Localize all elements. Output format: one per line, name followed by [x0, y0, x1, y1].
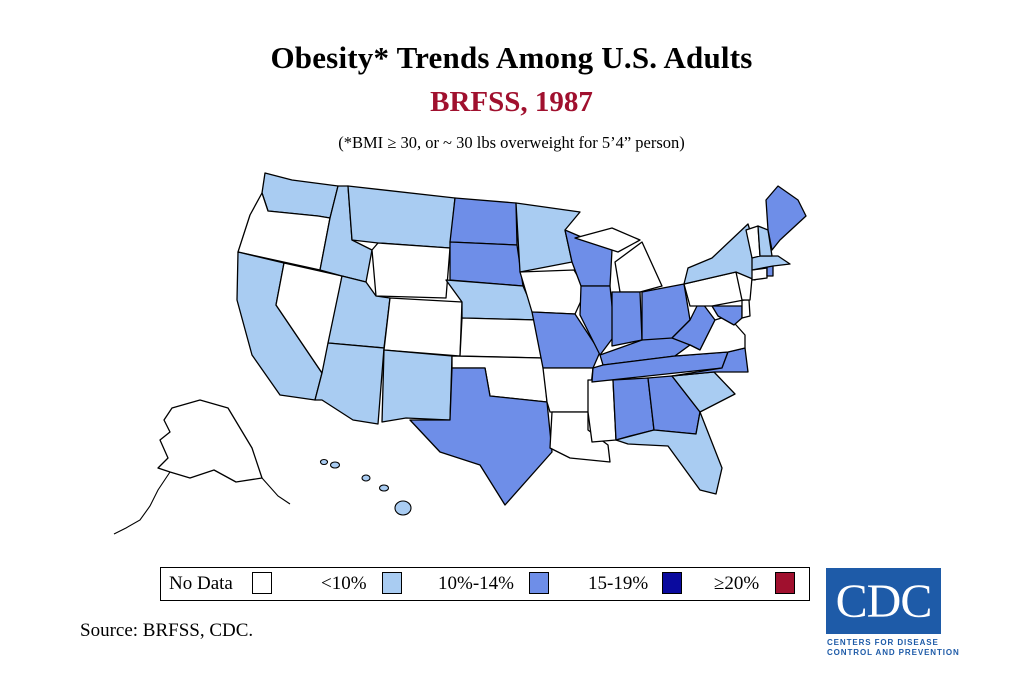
state-IN [611, 291, 643, 347]
state-MT [347, 185, 456, 249]
state-ME [765, 185, 807, 251]
state-AZ [314, 342, 385, 425]
legend-swatch-10-14 [529, 572, 549, 594]
state-DE [741, 299, 751, 319]
state-CO [383, 297, 463, 357]
cdc-logo-line2: CONTROL AND PREVENTION [827, 648, 960, 657]
state-HI-kauai [319, 458, 329, 466]
legend-label-lt10: <10% [321, 573, 367, 594]
cdc-logo-text: CDC [835, 575, 933, 628]
legend-label-ge20: ≥20% [714, 573, 760, 594]
alaska-peninsula [113, 471, 171, 535]
source-note: Source: BRFSS, CDC. [80, 620, 254, 641]
state-SD [449, 241, 524, 287]
state-AL [612, 377, 655, 441]
state-AR [542, 367, 594, 413]
state-MI [614, 241, 663, 293]
state-FL [615, 411, 723, 495]
state-MA [751, 255, 791, 271]
cdc-logo-line1: CENTERS FOR DISEASE [827, 638, 939, 647]
chart-subtitle: BRFSS, 1987 [430, 86, 593, 118]
state-HI-maui [378, 484, 390, 492]
legend-label-15-19: 15-19% [588, 573, 649, 594]
alaska-panhandle [261, 477, 291, 505]
state-MS [587, 379, 617, 443]
state-IL [579, 285, 616, 356]
state-HI-oahu [329, 461, 341, 469]
state-TX [409, 367, 553, 506]
state-MD [711, 305, 743, 326]
legend-swatch-lt10 [382, 572, 402, 594]
state-AK [157, 399, 263, 483]
bmi-note: (*BMI ≥ 30, or ~ 30 lbs overweight for 5… [338, 133, 685, 152]
state-HI-molokai [361, 474, 371, 482]
legend: No Data <10% 10%-14% 15-19% ≥20% [160, 567, 810, 601]
cdc-logo: CDC CENTERS FOR DISEASE CONTROL AND PREV… [826, 568, 959, 657]
state-NM [381, 349, 453, 423]
state-NY [683, 223, 757, 285]
state-MO [531, 311, 601, 369]
legend-label-no-data: No Data [169, 573, 233, 594]
legend-swatch-ge20 [775, 572, 795, 594]
state-VA [674, 315, 746, 357]
state-WY [371, 242, 451, 299]
cdc-logo-subtitle: CENTERS FOR DISEASE CONTROL AND PREVENTI… [827, 638, 967, 658]
state-HI-big [394, 500, 412, 516]
chart-title: Obesity* Trends Among U.S. Adults [270, 40, 753, 75]
legend-swatch-15-19 [662, 572, 682, 594]
cdc-logo-box: CDC [826, 568, 941, 634]
legend-label-10-14: 10%-14% [438, 573, 514, 594]
state-MI-upper [574, 227, 641, 253]
state-ND [449, 197, 518, 246]
legend-swatch-no-data [252, 572, 272, 594]
state-KS [459, 317, 544, 359]
